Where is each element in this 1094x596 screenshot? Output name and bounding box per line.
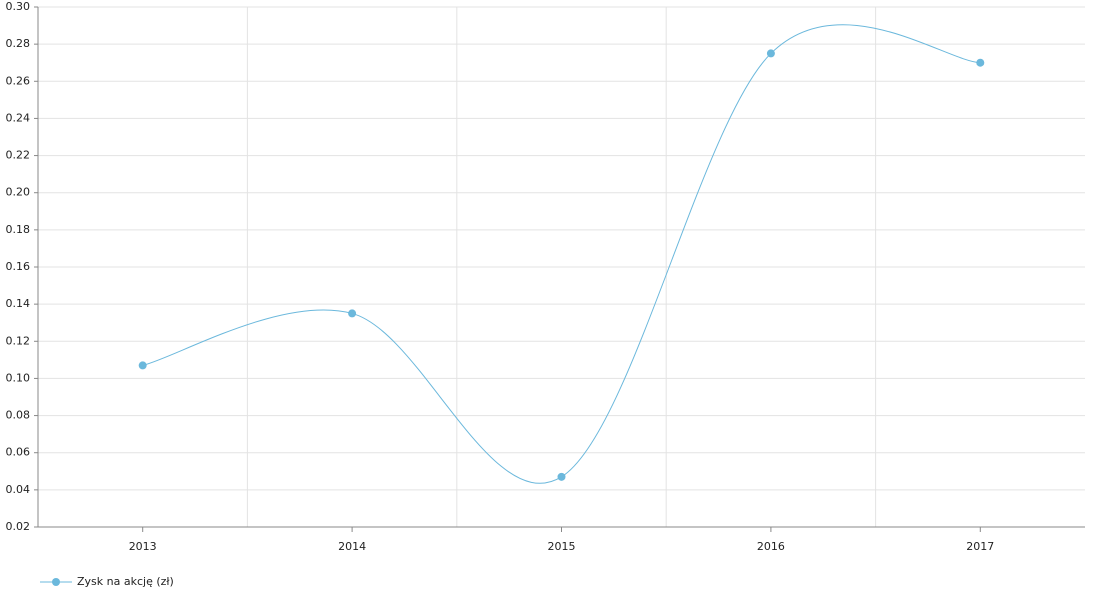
y-tick-label: 0.18: [6, 223, 31, 236]
y-tick-label: 0.30: [6, 0, 31, 13]
y-tick-label: 0.10: [6, 371, 31, 384]
y-tick-label: 0.22: [6, 149, 31, 162]
line: [142, 24, 981, 484]
y-tick-label: 0.26: [6, 74, 31, 87]
point: [766, 49, 775, 58]
point: [557, 472, 566, 481]
y-tick-label: 0.04: [6, 483, 31, 496]
y-tick-label: 0.16: [6, 260, 31, 273]
x-tick-label: 2013: [129, 540, 157, 553]
y-tick-label: 0.08: [6, 409, 31, 422]
y-tick-label: 0.06: [6, 446, 31, 459]
x-tick-label: 2015: [548, 540, 576, 553]
y-tick-label: 0.02: [6, 520, 31, 533]
x-tick-label: 2016: [757, 540, 785, 553]
legend-label: Zysk na akcję (zł): [77, 575, 174, 588]
y-tick-label: 0.24: [6, 111, 31, 124]
y-tick-label: 0.28: [6, 37, 31, 50]
point: [976, 58, 985, 67]
y-tick-label: 0.20: [6, 186, 31, 199]
point: [348, 309, 357, 318]
legend-marker: [52, 578, 60, 586]
point: [138, 361, 147, 370]
x-tick-label: 2017: [966, 540, 994, 553]
y-tick-label: 0.12: [6, 334, 31, 347]
y-tick-label: 0.14: [6, 297, 31, 310]
x-tick-label: 2014: [338, 540, 366, 553]
